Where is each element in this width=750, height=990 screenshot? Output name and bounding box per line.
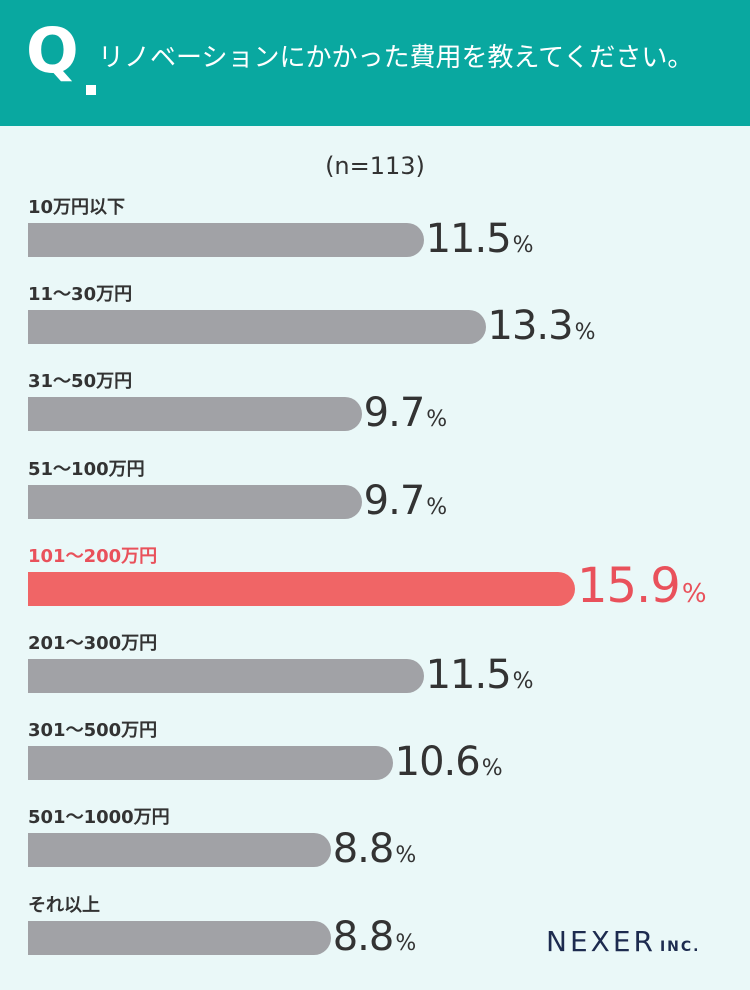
bar	[28, 571, 575, 606]
value-number: 8.8	[332, 913, 395, 960]
category-label: 11〜30万円	[28, 284, 133, 306]
bar	[28, 223, 424, 257]
bar	[28, 397, 362, 432]
nexer-logo: NEXER INC.	[546, 928, 701, 956]
category-label: 31〜50万円	[28, 371, 133, 393]
value-label: 15.9%	[577, 562, 707, 610]
value-unit: %	[481, 756, 503, 782]
category-label: 101〜200万円	[28, 545, 158, 567]
question-header: Q リノベーションにかかった費用を教えてください。	[0, 0, 750, 126]
value-unit: %	[426, 407, 448, 433]
value-label: 10.6%	[395, 742, 503, 782]
bar	[28, 310, 486, 345]
bar	[28, 833, 331, 868]
value-label: 11.5%	[426, 219, 534, 259]
logo-suffix: INC.	[659, 939, 701, 955]
value-label: 9.7%	[364, 393, 448, 433]
q-mark: Q	[26, 14, 79, 87]
category-label: 51〜100万円	[28, 458, 145, 480]
value-number: 9.7	[363, 477, 426, 524]
value-unit: %	[681, 578, 707, 609]
value-number: 11.5	[425, 216, 512, 262]
value-label: 8.8%	[333, 829, 417, 869]
value-number: 11.5	[425, 652, 512, 698]
value-label: 11.5%	[426, 655, 534, 695]
category-label: 501〜1000万円	[28, 807, 170, 829]
bar	[28, 659, 424, 693]
value-unit: %	[395, 930, 417, 956]
q-dot	[86, 85, 96, 95]
bar	[28, 484, 362, 519]
value-number: 8.8	[332, 826, 395, 873]
value-label: 13.3%	[488, 306, 596, 346]
value-number: 10.6	[394, 739, 481, 786]
sample-size: (n=113)	[325, 152, 425, 180]
category-label: 10万円以下	[28, 197, 126, 218]
category-label: それ以上	[28, 894, 100, 916]
value-number: 13.3	[487, 303, 574, 350]
value-number: 15.9	[576, 557, 681, 614]
value-number: 9.7	[363, 390, 426, 437]
value-unit: %	[512, 669, 534, 694]
logo-name: NEXER	[546, 925, 656, 958]
category-label: 201〜300万円	[28, 633, 158, 654]
value-unit: %	[574, 320, 596, 346]
category-label: 301〜500万円	[28, 720, 158, 742]
value-unit: %	[512, 233, 534, 258]
bar	[28, 920, 331, 955]
value-unit: %	[395, 843, 417, 869]
question-text: リノベーションにかかった費用を教えてください。	[98, 43, 694, 73]
value-label: 8.8%	[333, 917, 417, 957]
bar	[28, 746, 393, 781]
value-label: 9.7%	[364, 481, 448, 521]
value-unit: %	[426, 494, 448, 520]
